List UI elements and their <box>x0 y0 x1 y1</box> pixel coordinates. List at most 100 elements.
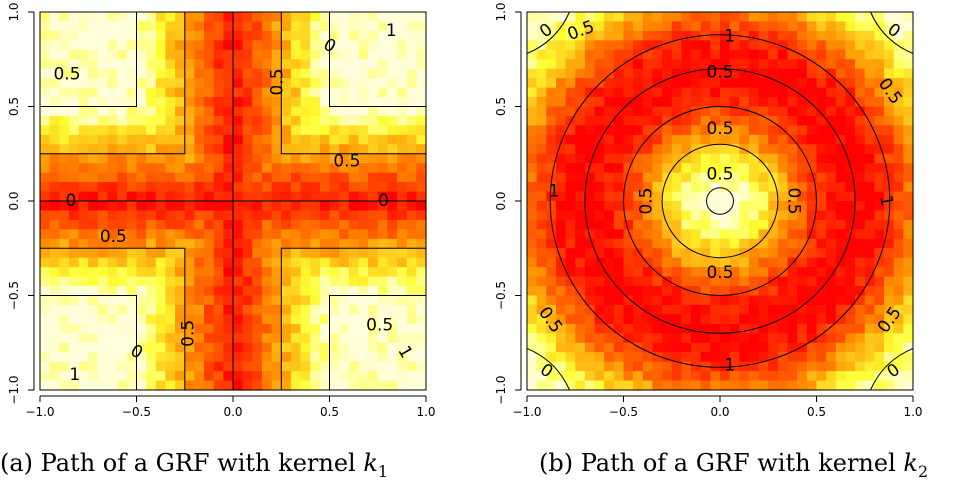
heatmap-cell <box>136 68 147 79</box>
heatmap-cell <box>165 68 176 79</box>
heatmap-cell <box>68 87 80 98</box>
heatmap-cell <box>271 248 282 259</box>
heatmap-cell <box>787 314 798 325</box>
heatmap-cell <box>300 361 311 372</box>
heatmap-cell <box>194 295 205 306</box>
heatmap-cell <box>406 286 417 297</box>
heatmap-cell <box>903 172 914 183</box>
heatmap-cell <box>165 97 176 108</box>
heatmap-cell <box>358 314 369 325</box>
heatmap-cell <box>387 87 398 98</box>
heatmap-cell <box>613 342 625 353</box>
heatmap-cell <box>155 115 167 126</box>
heatmap-cell <box>633 295 644 306</box>
heatmap-cell <box>40 115 51 126</box>
heatmap-cell <box>97 371 109 382</box>
heatmap-cell <box>261 201 273 212</box>
heatmap-cell <box>845 115 856 126</box>
heatmap-cell <box>681 21 692 32</box>
heatmap-cell <box>329 182 340 193</box>
heatmap-cell <box>555 87 567 98</box>
heatmap-cell <box>271 257 282 268</box>
heatmap-cell <box>223 134 234 145</box>
heatmap-cell <box>884 30 895 41</box>
heatmap-cell <box>49 295 60 306</box>
heatmap-cell <box>729 201 740 212</box>
heatmap-cell <box>527 87 538 98</box>
panel-a: 0 0 0 0 0.5 0.5 0.5 0.5 0.5 0.5 1 1 1 −1.0 −0.5 0.0 0.5 1… <box>0 2 436 480</box>
heatmap-cell <box>184 40 195 51</box>
heatmap-cell <box>146 257 157 268</box>
heatmap-cell <box>339 342 350 353</box>
heatmap-cell <box>339 323 350 334</box>
heatmap-cell <box>233 134 244 145</box>
heatmap-cell <box>300 59 311 70</box>
heatmap-cell <box>281 153 292 164</box>
heatmap-cell <box>691 352 702 363</box>
heatmap-cell <box>594 201 605 212</box>
heatmap-cell <box>855 380 866 391</box>
heatmap-cell <box>68 371 80 382</box>
heatmap-cell <box>787 59 798 70</box>
heatmap-cell <box>107 361 118 372</box>
heatmap-cell <box>368 59 379 70</box>
heatmap-cell <box>88 314 99 325</box>
heatmap-cell <box>146 304 157 315</box>
heatmap-cell <box>194 125 205 136</box>
heatmap-cell <box>348 153 360 164</box>
heatmap-cell <box>739 49 750 60</box>
heatmap-cell <box>864 115 875 126</box>
heatmap-cell <box>261 172 273 183</box>
heatmap-cell <box>768 286 779 297</box>
heatmap-cell <box>261 361 273 372</box>
heatmap-cell <box>662 352 673 363</box>
heatmap-cell <box>329 210 340 221</box>
heatmap-cell <box>826 134 837 145</box>
heatmap-cell <box>575 97 586 108</box>
heatmap-cell <box>406 153 417 164</box>
heatmap-cell <box>758 248 769 259</box>
heatmap-cell <box>555 276 567 287</box>
heatmap-cell <box>642 210 654 221</box>
heatmap-cell <box>223 106 234 117</box>
heatmap-cell <box>893 115 904 126</box>
heatmap-cell <box>729 342 740 353</box>
heatmap-cell <box>377 191 388 202</box>
heatmap-cell <box>806 49 818 60</box>
heatmap-cell <box>155 352 167 363</box>
heatmap-cell <box>194 12 205 23</box>
heatmap-cell <box>155 144 167 155</box>
heatmap-cell <box>97 352 109 363</box>
heatmap-cell <box>377 163 388 174</box>
heatmap-cell <box>204 371 215 382</box>
heatmap-cell <box>893 125 904 136</box>
heatmap-cell <box>377 182 388 193</box>
heatmap-cell <box>720 87 731 98</box>
heatmap-cell <box>194 172 205 183</box>
heatmap-cell <box>252 40 263 51</box>
heatmap-cell <box>175 115 186 126</box>
heatmap-cell <box>826 276 837 287</box>
heatmap-cell <box>136 210 147 221</box>
heatmap-cell <box>377 248 388 259</box>
heatmap-cell <box>242 182 253 193</box>
heatmap-cell <box>223 361 234 372</box>
heatmap-cell <box>242 219 253 230</box>
heatmap-cell <box>633 134 644 145</box>
heatmap-cell <box>575 78 586 89</box>
heatmap-cell <box>175 210 186 221</box>
heatmap-cell <box>584 304 596 315</box>
heatmap-cell <box>855 125 866 136</box>
heatmap-cell <box>816 210 827 221</box>
heatmap-cell <box>68 153 80 164</box>
heatmap-cell <box>97 97 109 108</box>
heatmap-cell <box>604 153 615 164</box>
heatmap-cell <box>739 333 750 344</box>
heatmap-cell <box>358 21 369 32</box>
heatmap-cell <box>165 229 176 240</box>
heatmap-cell <box>146 380 157 391</box>
heatmap-cell <box>271 286 282 297</box>
heatmap-cell <box>613 286 625 297</box>
heatmap-cell <box>662 210 673 221</box>
heatmap-cell <box>68 68 80 79</box>
